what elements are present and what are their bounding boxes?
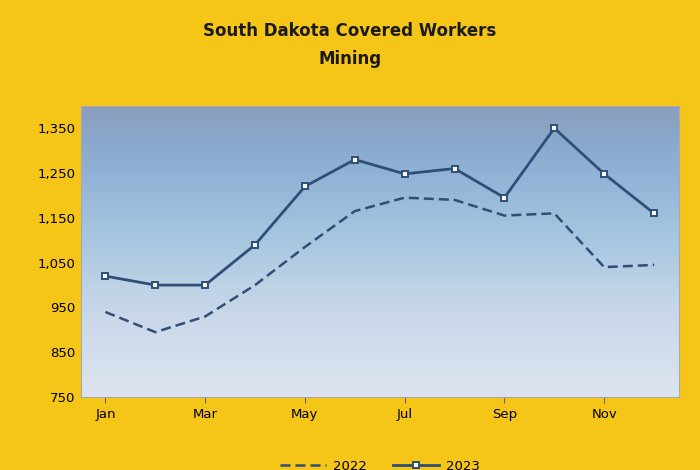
- 2023: [500, 195, 509, 201]
- 2022: [600, 264, 608, 270]
- 2022: [102, 309, 110, 315]
- 2023: [351, 157, 359, 162]
- 2022: [550, 211, 559, 216]
- 2022: [251, 282, 259, 288]
- 2022: [201, 313, 209, 319]
- 2022: [500, 213, 509, 219]
- 2022: [400, 195, 409, 201]
- 2022: [301, 244, 309, 250]
- 2023: [600, 171, 608, 177]
- Text: South Dakota Covered Workers: South Dakota Covered Workers: [204, 22, 496, 39]
- 2023: [301, 184, 309, 189]
- 2022: [351, 208, 359, 214]
- 2022: [151, 329, 160, 335]
- 2023: [550, 125, 559, 131]
- Legend: 2022, 2023: 2022, 2023: [274, 454, 485, 470]
- 2023: [102, 273, 110, 279]
- 2023: [201, 282, 209, 288]
- 2023: [400, 171, 409, 177]
- Text: Mining: Mining: [318, 50, 382, 68]
- 2023: [650, 211, 658, 216]
- 2023: [251, 242, 259, 248]
- Line: 2023: 2023: [102, 125, 657, 288]
- 2023: [151, 282, 160, 288]
- 2023: [450, 166, 459, 172]
- 2022: [650, 262, 658, 268]
- Line: 2022: 2022: [106, 198, 654, 332]
- 2022: [450, 197, 459, 203]
